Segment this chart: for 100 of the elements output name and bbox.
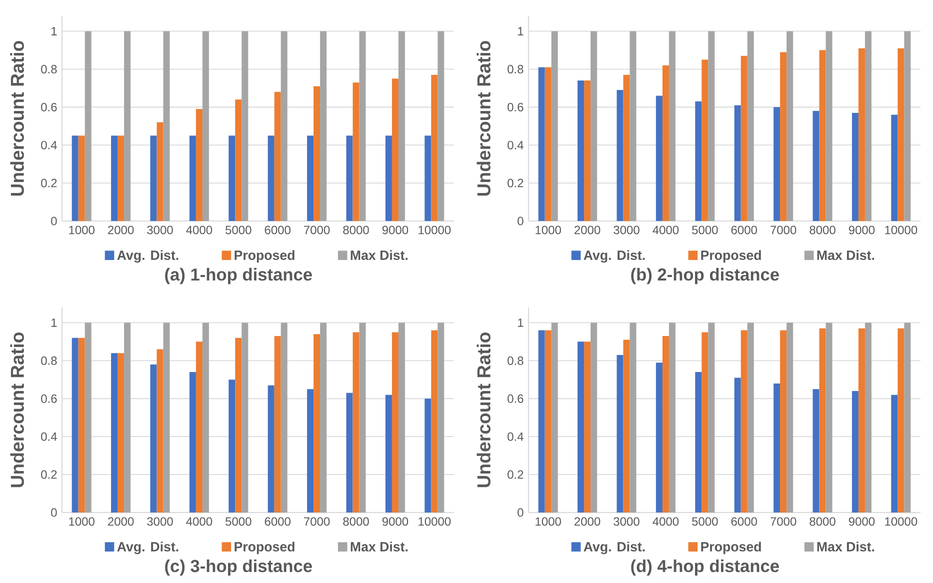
- x-tick-label: 4000: [186, 517, 212, 526]
- legend-label: Proposed: [701, 542, 761, 554]
- bar: [163, 31, 170, 222]
- x-tick-label: 8000: [343, 517, 369, 526]
- x-tick-label: 4000: [652, 517, 679, 526]
- bar: [774, 107, 780, 222]
- bar: [274, 92, 281, 222]
- bar: [584, 342, 591, 513]
- y-tick-label: 0: [518, 508, 524, 517]
- bar: [780, 330, 787, 513]
- x-tick-label: 6000: [731, 517, 757, 526]
- x-tick-label: 5000: [692, 226, 718, 234]
- bar: [708, 31, 715, 222]
- y-tick-label: 0.2: [508, 470, 524, 479]
- bar: [398, 31, 405, 222]
- bar: [734, 105, 741, 222]
- text: (b) 2-hop distance: [631, 268, 779, 284]
- bar: [780, 52, 787, 222]
- x-tick-label: 2000: [574, 226, 600, 234]
- legend-label: Avg. Dist.: [584, 542, 645, 554]
- y-tick-label: 0.4: [41, 140, 57, 150]
- bar: [156, 349, 164, 513]
- bar: [124, 31, 131, 222]
- bar: [398, 322, 405, 513]
- y-axis-title: Undercount Ratio: [476, 332, 490, 488]
- bar: [616, 90, 624, 222]
- bar: [438, 322, 444, 513]
- bar: [616, 354, 624, 513]
- bar: [578, 80, 584, 222]
- x-tick-label: 9000: [848, 517, 875, 526]
- bar: [747, 322, 754, 513]
- x-tick-label: 2000: [574, 517, 600, 526]
- bar: [819, 50, 826, 222]
- x-tick-label: 3000: [147, 226, 173, 234]
- legend-label: Proposed: [234, 250, 294, 263]
- bar: [84, 31, 92, 222]
- y-tick-label: 0.6: [41, 102, 57, 112]
- text: (a) 1-hop distance: [165, 268, 312, 284]
- bar: [392, 78, 398, 222]
- bar: [630, 322, 636, 513]
- x-tick-label: 1000: [69, 517, 94, 526]
- bar: [280, 31, 288, 222]
- bar: [392, 332, 398, 513]
- bar: [78, 338, 85, 513]
- bar: [438, 31, 444, 222]
- legend-label: Avg. Dist.: [117, 542, 178, 554]
- bar: [623, 340, 630, 513]
- text: (c) 3-hop distance: [165, 559, 312, 576]
- bar: [858, 48, 865, 222]
- bar: [242, 31, 248, 222]
- y-axis-title: Undercount Ratio: [476, 40, 490, 196]
- bar: [72, 136, 78, 222]
- y-tick-label: 0.8: [508, 64, 524, 74]
- bar: [359, 322, 366, 513]
- x-tick-label: 8000: [810, 226, 836, 234]
- y-axis-title: Undercount Ratio: [10, 332, 24, 488]
- x-tick-label: 2000: [108, 517, 134, 526]
- x-tick-label: 9000: [382, 517, 408, 526]
- bar: [307, 136, 314, 222]
- bar: [740, 330, 748, 513]
- x-tick-label: 3000: [147, 517, 173, 526]
- y-tick-label: 0.2: [41, 178, 57, 188]
- bar: [858, 328, 865, 513]
- bar: [786, 322, 794, 513]
- x-tick-label: 4000: [186, 226, 212, 234]
- x-tick-label: 1000: [536, 226, 561, 234]
- bar: [551, 322, 558, 513]
- bar: [852, 391, 858, 513]
- bar: [431, 330, 438, 513]
- bar: [702, 60, 708, 222]
- bar: [78, 136, 85, 222]
- bar: [424, 398, 432, 513]
- bar: [898, 48, 904, 222]
- bar: [668, 322, 676, 513]
- x-tick-label: 4000: [652, 226, 679, 234]
- bar: [314, 334, 320, 513]
- bar: [662, 336, 669, 513]
- bar: [150, 136, 157, 222]
- bar: [242, 322, 248, 513]
- bar: [740, 56, 748, 222]
- bar: [734, 378, 741, 513]
- bar: [578, 342, 584, 513]
- bar: [702, 332, 708, 513]
- bar: [111, 353, 118, 513]
- bar: [346, 392, 353, 513]
- bar: [695, 372, 702, 513]
- bar: [538, 67, 545, 222]
- bar: [235, 100, 242, 222]
- bar: [385, 136, 392, 222]
- x-tick-label: 3000: [614, 517, 640, 526]
- bar: [630, 31, 636, 222]
- legend-label: Avg. Dist.: [584, 250, 645, 263]
- x-tick-label: 8000: [810, 517, 836, 526]
- text: (d) 4-hop distance: [631, 559, 779, 576]
- x-tick-label: 10000: [418, 226, 451, 234]
- bar: [84, 322, 92, 513]
- legend-label: Max Dist.: [817, 250, 874, 260]
- legend-label: Proposed: [701, 250, 761, 263]
- y-tick-label: 0.6: [508, 102, 524, 112]
- y-tick-label: 1: [52, 27, 57, 36]
